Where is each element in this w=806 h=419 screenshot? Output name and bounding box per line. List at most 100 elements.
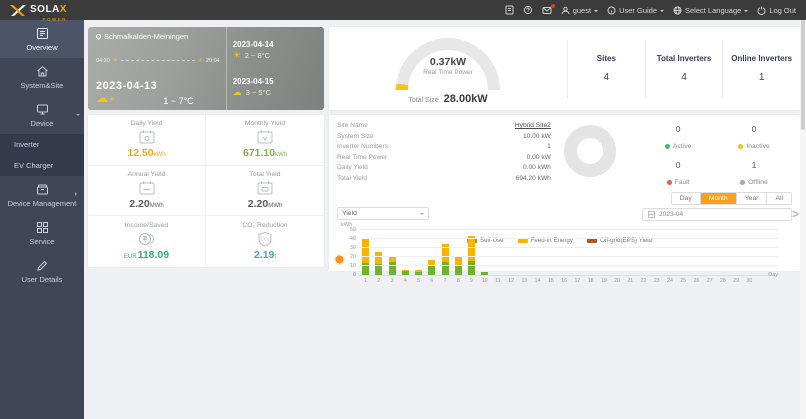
bar-segment[interactable] (467, 260, 475, 275)
x-tick-label: 28 (720, 278, 726, 284)
svg-text:CO₂: CO₂ (261, 237, 270, 242)
chevron-down-icon (744, 9, 749, 14)
bar-segment[interactable] (454, 265, 462, 275)
bar-segment[interactable] (388, 262, 396, 275)
archive-icon (36, 184, 48, 195)
stacked-bar[interactable] (388, 257, 396, 275)
chevron-icon (75, 192, 79, 196)
tab-day[interactable]: Day (671, 193, 700, 204)
x-tick-label: 21 (627, 278, 634, 284)
logout-button[interactable]: Log Out (757, 6, 796, 15)
y-tick-label: 0 (352, 272, 356, 278)
faq-icon[interactable] (523, 5, 533, 15)
real-time-power-value: 0.37kW (429, 56, 467, 68)
sidebar-item-overview[interactable]: Overview (0, 20, 84, 58)
bar-segment[interactable] (428, 259, 436, 266)
bar-segment[interactable] (388, 257, 396, 263)
user-guide-label: User Guide (619, 5, 657, 15)
sidebar-item-user-details[interactable]: User Details (0, 252, 84, 290)
bar-segment[interactable] (441, 243, 449, 262)
chevron-down-icon (660, 9, 664, 14)
x-tick-label: 9 (470, 278, 473, 284)
cloud-icon: ☁ (232, 86, 242, 97)
date-picker[interactable]: 2023-04 (642, 208, 792, 221)
metric-select[interactable]: Yield (337, 207, 429, 220)
site-card: Site Name Hybrid Site2 System Size 10.00 k… (329, 115, 800, 284)
sunset-time: 20:04 (205, 57, 220, 64)
x-tick-label: 10 (481, 278, 488, 284)
x-tick-label: 3 (390, 278, 394, 284)
user-menu[interactable]: guest (561, 6, 599, 15)
sunrise-icon: ☀ (112, 57, 119, 64)
x-tick-label: 13 (521, 278, 528, 284)
bar-segment[interactable] (467, 236, 475, 261)
scrollbar-thumb[interactable] (801, 20, 805, 130)
weather-condition-icon: ☁☀ (96, 91, 116, 105)
sidebar-item-device-management[interactable]: Device Management (0, 176, 84, 214)
sidebar-item-inverter[interactable]: Inverter (14, 140, 40, 149)
x-tick-label: 12 (508, 278, 515, 284)
stacked-bar[interactable] (428, 259, 436, 275)
language-menu[interactable]: Select Language (673, 5, 749, 15)
bar-segment[interactable] (415, 271, 423, 275)
tab-all[interactable]: All (766, 193, 791, 204)
weather-date: 2023-04-13 (96, 80, 158, 92)
bar-segment[interactable] (428, 265, 436, 275)
top-right-menu: guest User Guide Select Language Log Out (505, 3, 796, 15)
sidebar-item-device[interactable]: Device (0, 96, 84, 134)
sidebar-item-ev-charger[interactable]: EV Charger (14, 161, 54, 170)
x-tick-label: 20 (614, 278, 620, 284)
x-tick-label: 25 (680, 278, 687, 284)
bar-slot (465, 236, 478, 275)
stacked-bar[interactable] (467, 236, 475, 275)
x-tick-label: 11 (495, 278, 501, 284)
stacked-bar[interactable] (401, 269, 409, 275)
chevron-down-icon (420, 212, 424, 217)
sidebar-item-system-site[interactable]: System&Site (0, 58, 84, 96)
tab-month[interactable]: Month (699, 193, 736, 204)
stacked-bar[interactable] (441, 243, 449, 275)
bar-segment[interactable] (481, 272, 489, 275)
overview-icon (36, 28, 48, 39)
floating-help-button[interactable] (334, 254, 345, 265)
bar-segment[interactable] (375, 264, 383, 275)
bar-segment[interactable] (375, 251, 383, 265)
stacked-bar[interactable] (481, 271, 489, 275)
tab-year[interactable]: Year (735, 193, 767, 204)
stacked-bar[interactable] (362, 238, 370, 275)
sidebar-item-service[interactable]: Service (0, 214, 84, 252)
page-scrollbar[interactable] (800, 20, 806, 419)
x-tick-label: 8 (456, 278, 460, 284)
stacked-bar[interactable] (454, 256, 462, 275)
x-axis-label: Day (768, 272, 778, 278)
gridline (359, 265, 778, 266)
bar-segment[interactable] (454, 256, 462, 266)
bar-segment[interactable] (401, 271, 409, 275)
bar-slot (425, 259, 438, 275)
stat-co2-reduction: CO₂ Reduction CO₂ 2.19t (242, 222, 288, 262)
x-tick-label: 22 (640, 278, 647, 284)
next-site-arrow[interactable]: > (791, 207, 799, 221)
calendar-month-icon (256, 129, 274, 145)
gridline (359, 238, 778, 239)
x-tick-label: 30 (746, 278, 753, 284)
bar-segment[interactable] (441, 261, 449, 275)
co2-shield-icon: CO₂ (256, 231, 274, 247)
sidebar-item-label: System&Site (20, 81, 64, 90)
site-name-link[interactable]: Hybrid Site2 (514, 122, 551, 129)
message-icon[interactable] (542, 3, 555, 15)
stacked-bar[interactable] (375, 251, 383, 275)
user-guide-menu[interactable]: User Guide (607, 6, 664, 15)
chevron-down-icon (594, 9, 599, 14)
y-tick-label: 40 (349, 236, 356, 242)
bar-segment[interactable] (401, 269, 409, 272)
real-time-power-label: Real Time Power (423, 69, 473, 76)
stacked-bar[interactable] (415, 270, 423, 275)
sunset-icon: ☀ (197, 57, 203, 64)
bar-segment[interactable] (362, 263, 370, 275)
x-tick-label: 6 (430, 278, 434, 284)
bar-segment[interactable] (362, 238, 370, 264)
document-icon[interactable] (505, 5, 514, 15)
bar-segment[interactable] (415, 270, 423, 272)
language-label: Select Language (685, 5, 742, 15)
